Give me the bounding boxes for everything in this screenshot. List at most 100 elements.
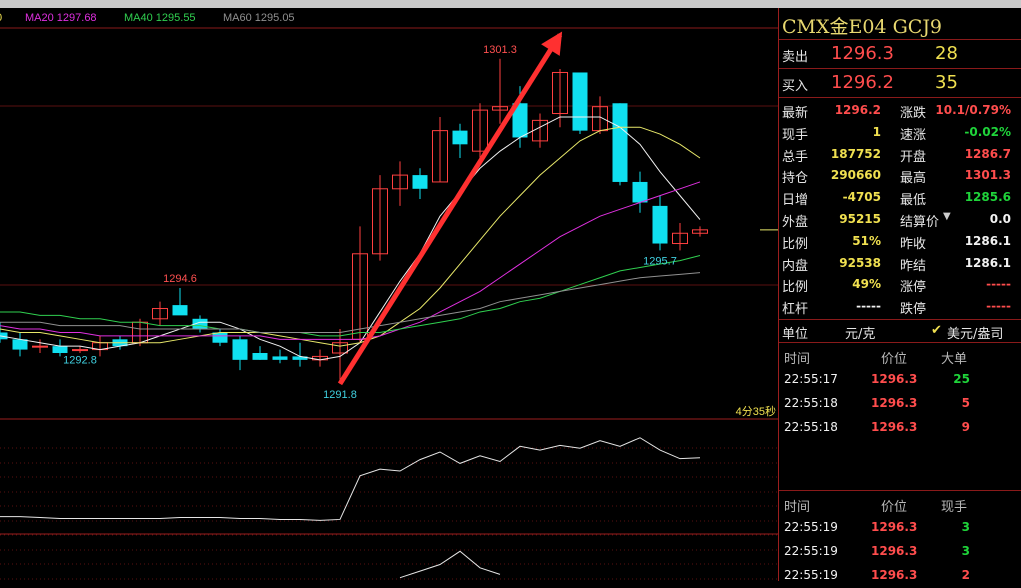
trade-row[interactable]: 22:55:18 1296.3 5 [779, 394, 1021, 416]
check-icon: ✔ [931, 323, 942, 338]
trade-price: 1296.3 [871, 544, 918, 558]
divider [779, 39, 1021, 40]
quote-value: 0.0 [989, 212, 1011, 226]
trade-volume: 25 [953, 372, 970, 386]
candle-body [652, 205, 668, 244]
trade-price: 1296.3 [871, 568, 918, 582]
trades-header: 时间 价位 大单 [779, 346, 1021, 368]
ma-line-ma20 [0, 181, 701, 340]
quote-label: 开盘 [900, 149, 927, 165]
quote-value: 290660 [830, 168, 881, 183]
kline-chart-svg[interactable]: 1301.3 1294.6 1292.8 1291.8 1295.7 0 MA20 1297… [0, 8, 778, 581]
header-time: 时间 [784, 500, 811, 515]
buy-volume: 35 [935, 72, 958, 93]
quote-label: 结算价 [900, 215, 940, 230]
quote-label: 比例 [782, 280, 809, 296]
quote-value: ----- [856, 299, 881, 314]
ma-legend-item: MA20 1297.68 [25, 12, 97, 24]
quote-label: 昨结 [900, 258, 927, 274]
trade-volume: 2 [961, 568, 970, 582]
divider [779, 97, 1021, 98]
quote-value: 92538 [839, 255, 881, 270]
quote-value: 51% [852, 233, 881, 248]
trade-time: 22:55:19 [784, 520, 838, 534]
divider [779, 342, 1021, 343]
candle-body [332, 342, 348, 354]
quote-label: 最新 [782, 106, 809, 121]
trend-arrow-head [541, 31, 563, 56]
quote-row: 最新 1296.2 涨跌 10.1/0.79% [779, 100, 1021, 122]
candle-body [212, 332, 228, 343]
trade-row[interactable]: 22:55:19 1296.3 2 [779, 566, 1021, 588]
quote-value: 1296.2 [834, 103, 881, 117]
price-annotation: 1291.8 [323, 389, 357, 401]
header-price: 价位 [881, 500, 908, 515]
quote-row: 持仓 290660 最高 1301.3 [779, 165, 1021, 187]
candle-body [632, 181, 648, 203]
quote-value: 95215 [839, 212, 881, 226]
quote-row: 比例 51% 昨收 1286.1 [779, 231, 1021, 253]
candle-body [192, 318, 208, 330]
header-time: 时间 [784, 352, 811, 367]
quote-value: 49% [852, 277, 881, 292]
trade-row[interactable]: 22:55:17 1296.3 25 [779, 370, 1021, 392]
trade-time: 22:55:17 [784, 372, 838, 386]
trade-time: 22:55:19 [784, 544, 838, 558]
quote-value: -4705 [842, 190, 881, 205]
quote-label: 外盘 [782, 215, 809, 230]
trade-row[interactable]: 22:55:19 1296.3 3 [779, 542, 1021, 564]
panel-divider [778, 8, 779, 581]
quote-label: 最低 [900, 193, 927, 209]
ma-line-ma40 [0, 255, 701, 337]
buy-label: 买入 [782, 79, 809, 94]
candle-body [232, 339, 248, 360]
quote-label: 日增 [782, 193, 809, 209]
trade-price: 1296.3 [871, 396, 918, 410]
trade-time: 22:55:18 [784, 420, 838, 434]
unit-option-gram[interactable]: 元/克 [845, 327, 876, 342]
quote-label: 跌停 [900, 302, 927, 318]
quote-label: 持仓 [782, 171, 809, 187]
ma-legend-item: MA40 1295.55 [124, 12, 196, 24]
buy-row[interactable]: 买入 1296.2 35 [779, 72, 1021, 94]
price-annotation: 1294.6 [163, 273, 197, 285]
dropdown-icon[interactable]: ▼ [943, 211, 951, 222]
ma-legend-item: MA60 1295.05 [223, 12, 295, 24]
quote-value: 10.1/0.79% [935, 103, 1011, 117]
header-price: 价位 [881, 352, 908, 367]
candle-body [172, 305, 188, 316]
trade-row[interactable]: 22:55:18 1296.3 9 [779, 418, 1021, 440]
divider [779, 68, 1021, 69]
sell-row[interactable]: 卖出 1296.3 28 [779, 43, 1021, 65]
trade-volume: 3 [961, 520, 970, 534]
candle-body [412, 175, 428, 189]
ma-legend-item: 0 [0, 12, 2, 24]
indicator2-line [399, 550, 501, 579]
kline-chart-area[interactable]: 1301.3 1294.6 1292.8 1291.8 1295.7 0 MA20 1297… [0, 8, 778, 581]
trade-volume: 5 [961, 396, 970, 410]
unit-option-ounce[interactable]: 美元/盎司 [947, 327, 1004, 342]
quote-row: 外盘 95215 结算价 ▼ 0.0 [779, 209, 1021, 231]
quote-value: 187752 [830, 146, 881, 161]
trade-row[interactable]: 22:55:19 1296.3 3 [779, 518, 1021, 540]
quote-label: 最高 [900, 171, 927, 187]
candle-body [252, 353, 268, 360]
ma-line-ma10 [0, 126, 701, 347]
candle-body [612, 103, 628, 182]
price-annotation: 1292.8 [63, 355, 97, 367]
price-annotation: 1295.7 [643, 255, 677, 267]
candle-body [492, 106, 508, 111]
price-annotation: 1301.3 [483, 44, 517, 56]
quote-value: 1301.3 [964, 168, 1011, 183]
candle-body [512, 103, 528, 138]
quote-panel: CMX金E04 GCJ9 卖出 1296.3 28 买入 1296.2 35 最… [779, 8, 1021, 582]
quote-label: 涨跌 [900, 106, 927, 121]
quote-label: 比例 [782, 236, 809, 252]
quote-row: 现手 1 速涨 -0.02% [779, 122, 1021, 144]
trades-header: 时间 价位 现手 [779, 494, 1021, 516]
trade-time: 22:55:18 [784, 396, 838, 410]
unit-row: 单位 元/克 ✔ 美元/盎司 [779, 322, 1021, 344]
quote-value: ----- [986, 299, 1011, 314]
quote-value: 1 [872, 124, 881, 139]
candle-body [392, 174, 408, 190]
